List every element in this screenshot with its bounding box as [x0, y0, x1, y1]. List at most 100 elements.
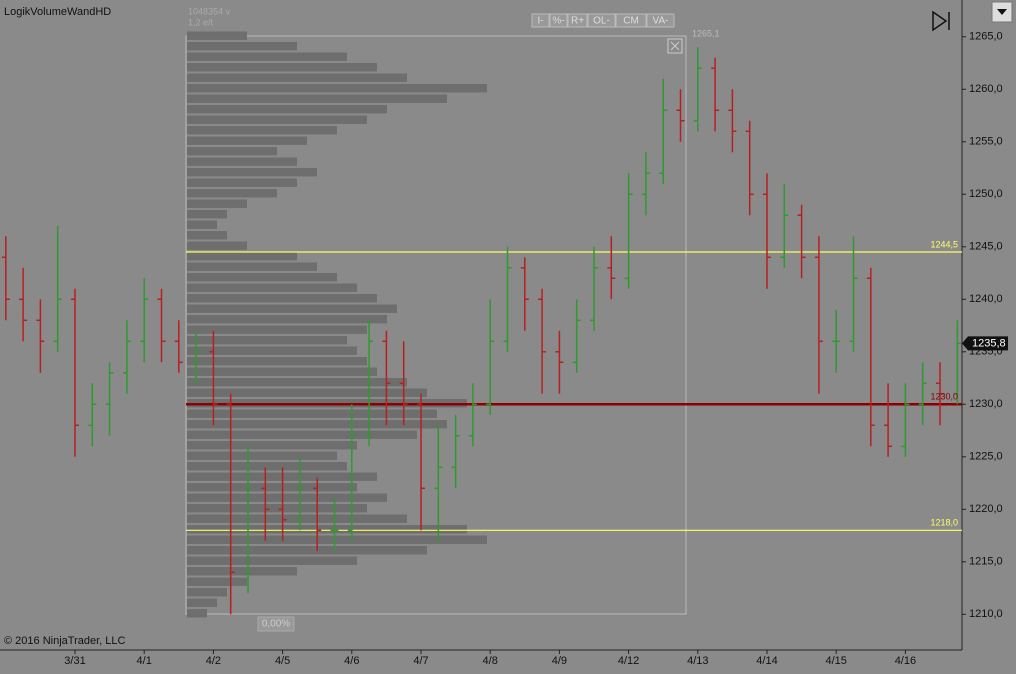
profile-bar [187, 346, 357, 355]
profile-bar [187, 577, 247, 586]
profile-bar [187, 189, 277, 198]
y-tick-label: 1210,0 [969, 608, 1003, 620]
x-tick-label: 4/5 [275, 655, 290, 667]
ohlc-bar [572, 299, 581, 373]
profile-bar [187, 94, 447, 103]
profile-bar [187, 210, 227, 219]
profile-bar [187, 199, 247, 208]
profile-bar [187, 388, 427, 397]
y-tick-label: 1255,0 [969, 136, 1003, 148]
x-tick-label: 4/6 [344, 655, 359, 667]
toolbar-button-label: OL- [593, 16, 610, 27]
profile-bar [187, 409, 437, 418]
ohlc-bar [745, 120, 754, 216]
ohlc-bar [659, 78, 668, 184]
ohlc-bar [763, 173, 771, 289]
ohlc-bar [330, 498, 339, 552]
ohlc-bar [486, 299, 495, 415]
y-tick-label: 1250,0 [969, 188, 1003, 200]
copyright: © 2016 NinjaTrader, LLC [4, 635, 125, 647]
x-tick-label: 4/15 [825, 655, 846, 667]
menu-arrow [997, 9, 1007, 15]
ohlc-bar [607, 236, 616, 300]
toolbar-button[interactable] [615, 13, 647, 28]
x-tick-label: 4/14 [756, 655, 777, 667]
y-tick-label: 1260,0 [969, 83, 1003, 95]
profile-bar [187, 294, 377, 303]
profile-bar [187, 252, 297, 261]
profile-bar [187, 378, 407, 387]
ohlc-bar [901, 383, 910, 457]
profile-info: 1048354 v [188, 6, 231, 16]
close-button[interactable] [667, 38, 683, 54]
level-label: 1218,0 [930, 518, 958, 528]
y-tick-label: 1225,0 [969, 451, 1003, 463]
x-tick-label: 4/2 [206, 655, 221, 667]
ohlc-bar [71, 288, 79, 457]
profile-bar [187, 325, 367, 334]
ohlc-bar [555, 330, 564, 394]
ohlc-bar [1, 236, 10, 321]
chart-title: LogikVolumeWandHD [4, 6, 111, 18]
toolbar-button[interactable] [567, 13, 588, 28]
profile-bar [187, 357, 367, 366]
toolbar-button[interactable] [549, 13, 568, 28]
x-tick-label: 4/7 [413, 655, 428, 667]
profile-bar [187, 273, 337, 282]
toolbar-button[interactable] [531, 13, 550, 28]
profile-bar [187, 283, 357, 292]
profile-bar [187, 157, 297, 166]
ohlc-bar [209, 330, 218, 426]
profile-bar [187, 31, 247, 40]
profile-bar [187, 535, 487, 544]
ohlc-bar [866, 267, 875, 447]
ohlc-bar [88, 383, 97, 447]
profile-box [185, 35, 687, 615]
profile-bar [187, 609, 207, 618]
profile-bar [187, 462, 347, 471]
toolbar: I- %- R+ OL- CM VA- [531, 13, 675, 28]
profile-bar [187, 168, 317, 177]
ohlc-bar [140, 278, 149, 363]
ohlc-bar [814, 236, 823, 394]
ohlc-bar [953, 320, 962, 405]
profile-bar [187, 63, 377, 72]
ohlc-bar [244, 446, 252, 594]
profile-bar [187, 336, 347, 345]
ohlc-bar [468, 383, 477, 447]
y-tick-label: 1245,0 [969, 241, 1003, 253]
profile-bar [187, 178, 297, 187]
toolbar-button-label: %- [552, 16, 564, 27]
level-label: 1244,5 [930, 239, 958, 249]
profile-bar [187, 105, 387, 114]
profile-bar [187, 136, 307, 145]
toolbar-button[interactable] [646, 13, 675, 28]
ohlc-bar [295, 456, 304, 531]
last-price-marker [962, 336, 1008, 351]
y-tick-label: 1230,0 [969, 398, 1003, 410]
profile-bar [187, 451, 337, 460]
ohlc-bar [313, 477, 322, 552]
ohlc-bar [399, 341, 408, 426]
ohlc-bar [797, 204, 806, 279]
profile-bar [187, 420, 447, 429]
x-tick-label: 4/12 [618, 655, 639, 667]
ohlc-bar [278, 467, 287, 541]
plot [1, 47, 962, 615]
ohlc-bar [53, 225, 62, 352]
play-button[interactable] [932, 10, 950, 32]
ohlc-bar [192, 330, 201, 384]
ohlc-bar [693, 47, 702, 132]
ohlc-bar [884, 383, 893, 457]
y-tick-label: 1240,0 [969, 293, 1003, 305]
profile-bar [187, 73, 407, 82]
profile-bar [187, 441, 357, 450]
profile-bar [187, 42, 297, 51]
profile-bar [187, 367, 377, 376]
ohlc-bar [174, 320, 183, 373]
x-tick-label: 4/9 [552, 655, 567, 667]
toolbar-button-label: I- [537, 16, 543, 27]
profile-bar [187, 598, 217, 607]
toolbar-button[interactable] [587, 13, 616, 28]
